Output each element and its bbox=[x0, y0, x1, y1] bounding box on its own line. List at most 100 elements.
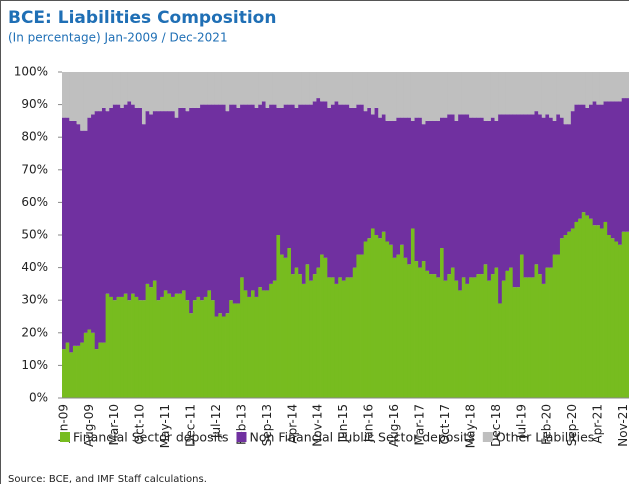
area-segment bbox=[131, 72, 136, 105]
area-segment bbox=[243, 72, 248, 105]
area-segment bbox=[592, 101, 597, 226]
area-segment bbox=[592, 225, 597, 398]
area-segment bbox=[596, 104, 601, 226]
x-tick-label: Oct-17 bbox=[438, 404, 452, 444]
area-segment bbox=[123, 293, 128, 398]
area-segment bbox=[454, 120, 459, 281]
area-segment bbox=[87, 329, 92, 398]
area-segment bbox=[145, 283, 150, 398]
area-segment bbox=[334, 101, 339, 284]
area-segment bbox=[461, 114, 466, 278]
area-segment bbox=[425, 270, 430, 398]
area-segment bbox=[556, 114, 561, 255]
area-segment bbox=[461, 72, 466, 115]
area-segment bbox=[171, 296, 176, 398]
area-segment bbox=[174, 293, 179, 398]
area-segment bbox=[352, 107, 357, 268]
area-segment bbox=[349, 277, 354, 398]
area-segment bbox=[65, 117, 70, 343]
area-segment bbox=[545, 114, 550, 268]
area-segment bbox=[229, 104, 234, 301]
area-segment bbox=[414, 72, 419, 118]
area-segment bbox=[269, 72, 274, 105]
area-segment bbox=[272, 72, 277, 105]
area-segment bbox=[465, 283, 470, 398]
area-segment bbox=[141, 72, 146, 125]
area-segment bbox=[178, 107, 183, 294]
area-segment bbox=[552, 254, 557, 398]
area-segment bbox=[610, 101, 615, 239]
area-segment bbox=[76, 72, 81, 125]
area-segment bbox=[450, 114, 455, 268]
area-segment bbox=[254, 72, 259, 108]
area-segment bbox=[625, 98, 629, 232]
area-segment bbox=[559, 238, 564, 398]
area-segment bbox=[581, 104, 586, 213]
area-segment bbox=[269, 104, 274, 284]
area-segment bbox=[370, 72, 375, 115]
y-tick-label: 100% bbox=[14, 65, 48, 79]
area-segment bbox=[432, 120, 437, 275]
area-segment bbox=[232, 72, 237, 105]
x-tick-label: May-18 bbox=[463, 404, 477, 448]
area-segment bbox=[312, 72, 317, 102]
area-segment bbox=[98, 342, 103, 398]
area-segment bbox=[476, 72, 481, 118]
x-tick-label: Sep-13 bbox=[260, 404, 274, 446]
area-segment bbox=[549, 117, 554, 268]
area-segment bbox=[145, 72, 150, 112]
area-segment bbox=[447, 274, 452, 398]
area-segment bbox=[400, 72, 405, 118]
area-segment bbox=[607, 101, 612, 235]
y-tick-label: 10% bbox=[21, 358, 48, 372]
area-segment bbox=[509, 114, 514, 268]
area-segment bbox=[91, 72, 96, 115]
area-segment bbox=[512, 114, 517, 288]
area-segment bbox=[360, 254, 365, 398]
area-segment bbox=[483, 120, 488, 265]
area-segment bbox=[91, 332, 96, 398]
area-segment bbox=[211, 72, 216, 105]
area-segment bbox=[403, 257, 408, 398]
area-segment bbox=[421, 124, 426, 262]
area-segment bbox=[120, 296, 125, 398]
area-segment bbox=[181, 72, 186, 108]
area-segment bbox=[330, 277, 335, 398]
area-segment bbox=[225, 111, 230, 314]
area-segment bbox=[607, 72, 612, 102]
area-segment bbox=[519, 114, 524, 255]
x-tick-label: Oct-10 bbox=[133, 404, 147, 444]
area-segment bbox=[243, 104, 248, 291]
area-segment bbox=[443, 117, 448, 281]
area-segment bbox=[91, 114, 96, 333]
x-tick-label: Nov-21 bbox=[616, 404, 629, 447]
area-segment bbox=[410, 72, 415, 121]
area-segment bbox=[109, 72, 114, 108]
area-segment bbox=[251, 72, 256, 105]
area-segment bbox=[214, 72, 219, 105]
area-segment bbox=[145, 111, 150, 284]
x-tick-label: Mar-10 bbox=[107, 404, 121, 445]
area-segment bbox=[138, 72, 143, 108]
area-segment bbox=[599, 228, 604, 398]
area-segment bbox=[236, 303, 241, 398]
area-segment bbox=[338, 104, 343, 278]
area-segment bbox=[378, 72, 383, 118]
y-tick-label: 30% bbox=[21, 293, 48, 307]
area-segment bbox=[392, 120, 397, 258]
area-segment bbox=[374, 72, 379, 108]
area-segment bbox=[541, 72, 546, 118]
x-tick-label: Apr-14 bbox=[285, 404, 299, 444]
area-segment bbox=[603, 101, 608, 222]
area-segment bbox=[149, 72, 154, 115]
area-segment bbox=[356, 72, 361, 105]
area-segment bbox=[614, 241, 619, 398]
area-segment bbox=[589, 72, 594, 105]
area-segment bbox=[341, 72, 346, 105]
x-tick-label: Jun-15 bbox=[336, 404, 350, 443]
area-segment bbox=[349, 107, 354, 278]
area-segment bbox=[181, 107, 186, 291]
area-segment bbox=[410, 228, 415, 398]
area-segment bbox=[389, 244, 394, 398]
area-segment bbox=[538, 72, 543, 115]
